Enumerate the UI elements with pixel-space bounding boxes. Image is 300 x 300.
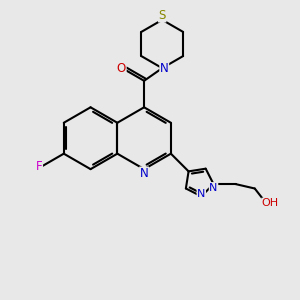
Text: N: N <box>160 61 169 75</box>
Text: N: N <box>140 167 148 180</box>
Text: O: O <box>117 62 126 75</box>
Text: N: N <box>209 183 218 193</box>
Text: F: F <box>36 160 43 173</box>
Text: N: N <box>197 189 206 199</box>
Text: S: S <box>158 9 166 22</box>
Text: OH: OH <box>262 198 279 208</box>
